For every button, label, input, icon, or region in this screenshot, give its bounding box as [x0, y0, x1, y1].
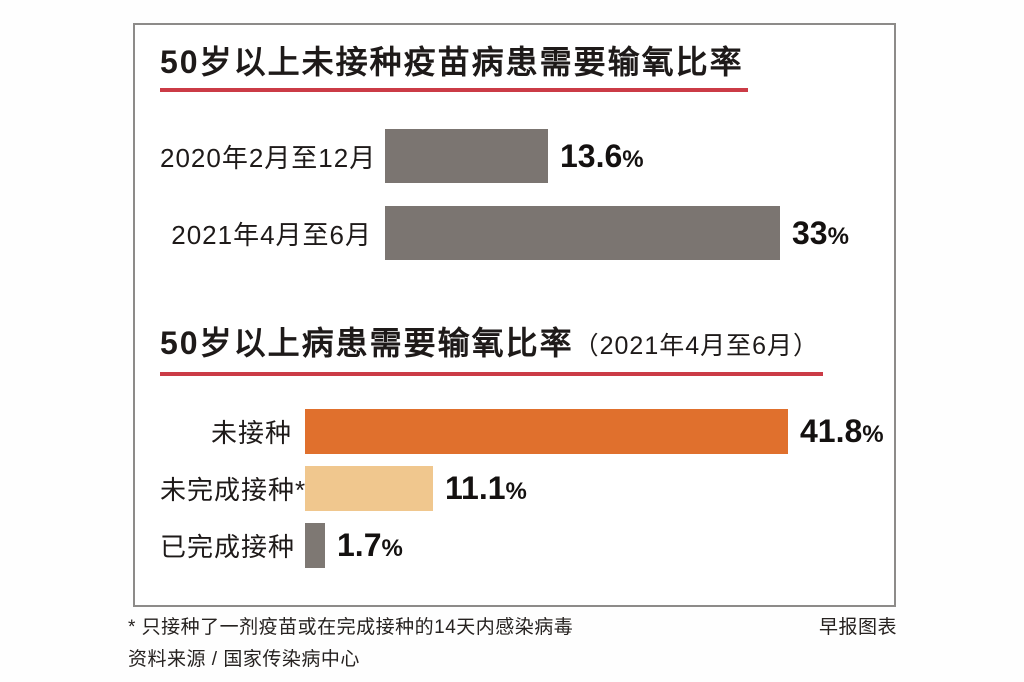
- chart1-title: 50岁以上未接种疫苗病患需要输氧比率: [160, 45, 748, 92]
- chart2-row-partially-vaccinated: 未完成接种* 11.1%: [160, 466, 894, 511]
- chart2-row-unvaccinated: 未接种 41.8%: [160, 409, 894, 454]
- chart1-row-2021-value: 33%: [792, 215, 849, 252]
- infographic-panel: 50岁以上未接种疫苗病患需要输氧比率 2020年2月至12月 13.6% 202…: [133, 23, 896, 607]
- chart2-by-vaccination-status: 未接种 41.8% 未完成接种* 11.1% 已完成接种 1.7%: [160, 409, 894, 568]
- footer-line1: * 只接种了一剂疫苗或在完成接种的14天内感染病毒 早报图表: [128, 612, 897, 639]
- chart1-row-2021-bar: [385, 206, 780, 260]
- chart2-title-main: 50岁以上病患需要输氧比率: [160, 325, 574, 361]
- credit-text: 早报图表: [818, 617, 897, 638]
- chart1-row-2020-value-number: 13.6: [560, 137, 623, 174]
- chart1-row-2020-bar: [385, 129, 548, 183]
- chart2-row-fully-vaccinated-value-unit: %: [381, 535, 403, 562]
- chart1-row-2021: 2021年4月至6月 33%: [160, 206, 894, 260]
- chart2-row-fully-vaccinated-value-number: 1.7: [337, 527, 382, 563]
- chart2-row-unvaccinated-value-number: 41.8: [800, 413, 863, 449]
- chart1-row-2020-value: 13.6%: [560, 138, 644, 175]
- chart2-row-unvaccinated-bar: [305, 409, 788, 454]
- chart2-row-unvaccinated-label: 未接种: [210, 418, 292, 448]
- chart1-row-2021-value-unit: %: [827, 222, 849, 250]
- chart2-row-partially-vaccinated-value: 11.1%: [445, 470, 527, 507]
- chart1-unvaccinated-oxygen: 2020年2月至12月 13.6% 2021年4月至6月 33%: [160, 129, 894, 260]
- footnote-text: * 只接种了一剂疫苗或在完成接种的14天内感染病毒: [128, 617, 574, 638]
- chart2-row-unvaccinated-value: 41.8%: [800, 413, 884, 450]
- chart2-title: 50岁以上病患需要输氧比率（2021年4月至6月）: [160, 325, 824, 376]
- chart1-row-2021-value-number: 33: [792, 214, 828, 251]
- chart2-row-fully-vaccinated-value: 1.7%: [337, 527, 403, 564]
- chart1-row-2020: 2020年2月至12月 13.6%: [160, 129, 894, 183]
- chart2-row-partially-vaccinated-value-unit: %: [505, 478, 527, 505]
- source-text: 资料来源 / 国家传染病中心: [128, 649, 360, 670]
- chart2-row-fully-vaccinated: 已完成接种 1.7%: [160, 523, 894, 568]
- chart1-row-2020-label: 2020年2月至12月: [160, 142, 377, 173]
- chart1-row-2020-value-unit: %: [622, 145, 644, 173]
- chart2-row-partially-vaccinated-value-number: 11.1: [445, 470, 506, 506]
- chart1-row-2021-label: 2021年4月至6月: [171, 219, 372, 250]
- chart2-row-unvaccinated-value-unit: %: [862, 421, 884, 448]
- chart2-row-partially-vaccinated-label: 未完成接种*: [160, 475, 307, 505]
- chart2-row-partially-vaccinated-bar: [305, 466, 433, 511]
- chart2-title-period: （2021年4月至6月）: [573, 332, 820, 360]
- chart1-title-wrap: 50岁以上未接种疫苗病患需要输氧比率: [160, 45, 894, 92]
- chart2-row-fully-vaccinated-label: 已完成接种: [160, 532, 296, 562]
- chart2-title-wrap: 50岁以上病患需要输氧比率（2021年4月至6月）: [160, 326, 894, 376]
- chart2-row-fully-vaccinated-bar: [305, 523, 325, 568]
